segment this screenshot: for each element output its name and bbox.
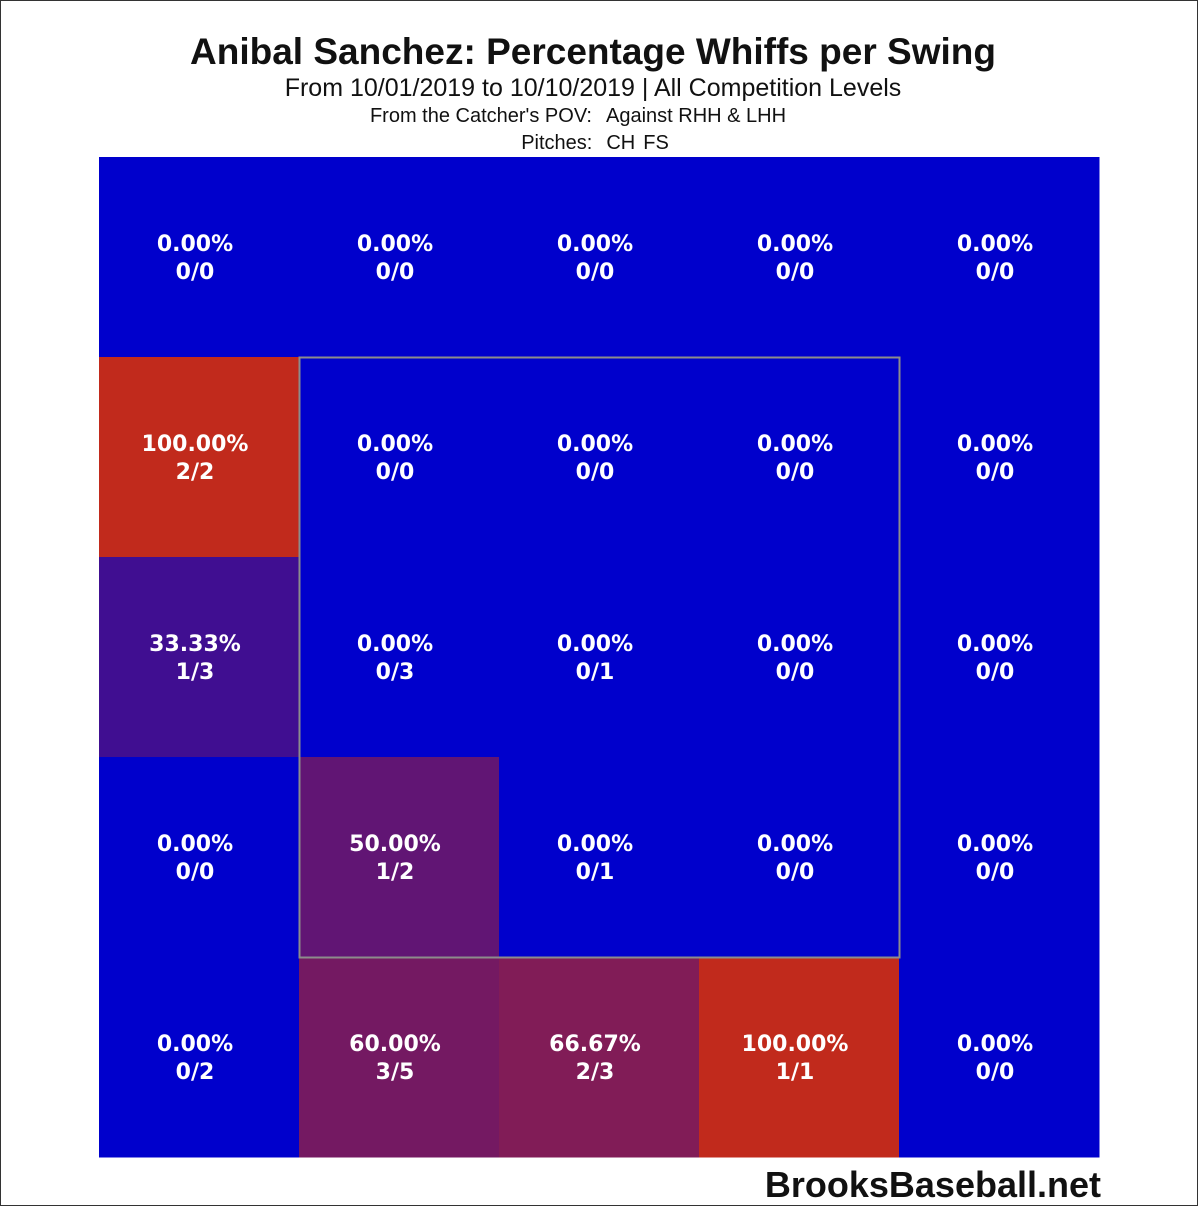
zone-pct-label-2-2: 0.00% — [557, 632, 633, 657]
zone-pct-label-0-4: 0.00% — [957, 232, 1033, 257]
chart-subtitle: From 10/01/2019 to 10/10/2019 | All Comp… — [284, 74, 902, 102]
zone-cell-2-1 — [299, 557, 500, 758]
zone-count-label-1-1: 0/0 — [376, 460, 415, 485]
chart-title: Anibal Sanchez: Percentage Whiffs per Sw… — [190, 31, 996, 72]
zone-count-label-3-4: 0/0 — [976, 860, 1015, 885]
zone-pct-label-3-3: 0.00% — [757, 832, 833, 857]
pov-label: From the Catcher's POV: — [369, 105, 592, 127]
site-credit: BrooksBaseball.net — [764, 1164, 1101, 1205]
zone-count-label-2-3: 0/0 — [776, 660, 815, 685]
zone-cell-4-1 — [299, 957, 500, 1158]
zone-pct-label-4-0: 0.00% — [157, 1032, 233, 1057]
zone-cell-4-2 — [499, 957, 700, 1158]
zone-count-label-1-2: 0/0 — [576, 460, 615, 485]
zone-cell-3-2 — [499, 757, 700, 958]
zone-cell-2-2 — [499, 557, 700, 758]
zone-pct-label-0-1: 0.00% — [357, 232, 433, 257]
zone-cell-0-0 — [99, 157, 300, 358]
zone-pct-label-3-4: 0.00% — [957, 832, 1033, 857]
zone-pct-label-4-4: 0.00% — [957, 1032, 1033, 1057]
zone-count-label-2-4: 0/0 — [976, 660, 1015, 685]
zone-cell-4-0 — [99, 957, 300, 1158]
zone-pct-label-3-1: 50.00% — [349, 832, 441, 857]
zone-cell-1-2 — [499, 357, 700, 558]
zone-pct-label-1-1: 0.00% — [357, 432, 433, 457]
zone-count-label-3-3: 0/0 — [776, 860, 815, 885]
zone-cell-0-4 — [899, 157, 1100, 358]
zone-count-label-2-1: 0/3 — [376, 660, 415, 685]
zone-count-label-1-0: 2/2 — [176, 460, 215, 485]
pov-line: From the Catcher's POV: Against RHH & LHH — [1, 105, 1155, 128]
zone-cell-1-4 — [899, 357, 1100, 558]
zone-count-label-4-1: 3/5 — [376, 1060, 415, 1085]
zone-pct-label-1-3: 0.00% — [757, 432, 833, 457]
zone-cell-4-4 — [899, 957, 1100, 1158]
strike-zone-outline — [298, 356, 901, 959]
hand-label: Against RHH & LHH — [605, 105, 787, 127]
zone-pct-label-3-2: 0.00% — [557, 832, 633, 857]
zone-cell-1-1 — [299, 357, 500, 558]
zone-count-label-0-3: 0/0 — [776, 260, 815, 285]
pitch-type-1: CH — [606, 132, 636, 154]
zone-count-label-3-2: 0/1 — [576, 860, 615, 885]
zone-pct-label-4-1: 60.00% — [349, 1032, 441, 1057]
zone-cell-3-0 — [99, 757, 300, 958]
zone-count-label-4-3: 1/1 — [776, 1060, 815, 1085]
zone-cell-3-4 — [899, 757, 1100, 958]
zone-pct-label-4-3: 100.00% — [742, 1032, 849, 1057]
zone-pct-label-1-2: 0.00% — [557, 432, 633, 457]
zone-pct-label-2-0: 33.33% — [149, 632, 241, 657]
zone-count-label-0-0: 0/0 — [176, 260, 215, 285]
zone-cell-0-1 — [299, 157, 500, 358]
zone-pct-label-1-4: 0.00% — [957, 432, 1033, 457]
zone-count-label-4-2: 2/3 — [576, 1060, 615, 1085]
zone-pct-label-2-4: 0.00% — [957, 632, 1033, 657]
zone-count-label-0-4: 0/0 — [976, 260, 1015, 285]
zone-count-label-0-1: 0/0 — [376, 260, 415, 285]
zone-count-label-1-4: 0/0 — [976, 460, 1015, 485]
zone-count-label-3-1: 1/2 — [376, 860, 415, 885]
zone-pct-label-0-0: 0.00% — [157, 232, 233, 257]
zone-pct-label-2-1: 0.00% — [357, 632, 433, 657]
zone-count-label-1-3: 0/0 — [776, 460, 815, 485]
zone-cell-1-0 — [99, 357, 300, 558]
zone-pct-label-0-3: 0.00% — [757, 232, 833, 257]
zone-cell-4-3 — [699, 957, 900, 1158]
zone-count-label-4-0: 0/2 — [176, 1060, 215, 1085]
zone-cell-2-0 — [99, 557, 300, 758]
zone-count-label-2-0: 1/3 — [176, 660, 215, 685]
zone-pct-label-1-0: 100.00% — [142, 432, 249, 457]
zone-cell-0-2 — [499, 157, 700, 358]
zone-cell-1-3 — [699, 357, 900, 558]
zone-pct-label-0-2: 0.00% — [557, 232, 633, 257]
pitches-line: Pitches: CH FS — [1, 132, 1189, 155]
zone-count-label-2-2: 0/1 — [576, 660, 615, 685]
zone-count-label-3-0: 0/0 — [176, 860, 215, 885]
zone-cell-2-4 — [899, 557, 1100, 758]
pitches-label: Pitches: — [521, 132, 593, 154]
zone-count-label-4-4: 0/0 — [976, 1060, 1015, 1085]
zone-cell-2-3 — [699, 557, 900, 758]
zone-cell-0-3 — [699, 157, 900, 358]
zone-cell-3-1 — [299, 757, 500, 958]
zone-count-label-0-2: 0/0 — [576, 260, 615, 285]
zone-pct-label-3-0: 0.00% — [157, 832, 233, 857]
zone-pct-label-4-2: 66.67% — [549, 1032, 641, 1057]
pitch-type-2: FS — [643, 132, 669, 154]
zone-pct-label-2-3: 0.00% — [757, 632, 833, 657]
zone-cell-3-3 — [699, 757, 900, 958]
